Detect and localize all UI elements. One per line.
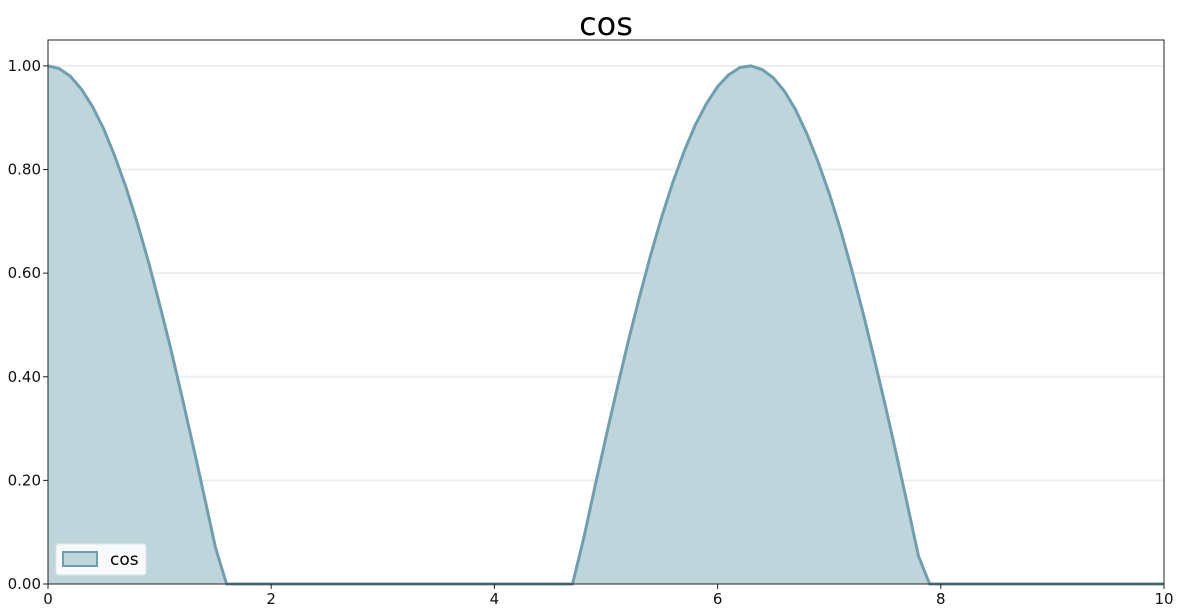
area-layer <box>47 64 1164 586</box>
y-tick-label: 0.00 <box>8 575 41 593</box>
x-tick-label: 4 <box>490 590 500 608</box>
y-tick-label: 0.80 <box>8 161 41 179</box>
legend: cos <box>55 543 147 576</box>
series-line <box>47 64 1164 586</box>
y-tick-label: 0.60 <box>8 264 41 282</box>
plot-area-frame <box>47 39 1165 585</box>
y-tick-label: 1.00 <box>8 57 41 75</box>
legend-swatch <box>62 551 98 567</box>
y-axis: 0.00 0.20 0.40 0.60 0.80 1.00 <box>8 57 48 593</box>
x-tick-label: 6 <box>713 590 723 608</box>
grid-layer <box>48 64 1164 482</box>
x-tick-label: 10 <box>1154 590 1173 608</box>
x-tick-label: 2 <box>266 590 276 608</box>
x-axis: 0 2 4 6 8 10 <box>43 584 1174 608</box>
x-tick-label: 8 <box>936 590 946 608</box>
series-area-fill <box>48 65 1164 584</box>
x-tick-label: 0 <box>43 590 53 608</box>
y-tick-label: 0.20 <box>8 471 41 489</box>
chart-title: cos <box>579 5 633 43</box>
y-tick-label: 0.40 <box>8 368 41 386</box>
legend-label: cos <box>110 550 139 570</box>
